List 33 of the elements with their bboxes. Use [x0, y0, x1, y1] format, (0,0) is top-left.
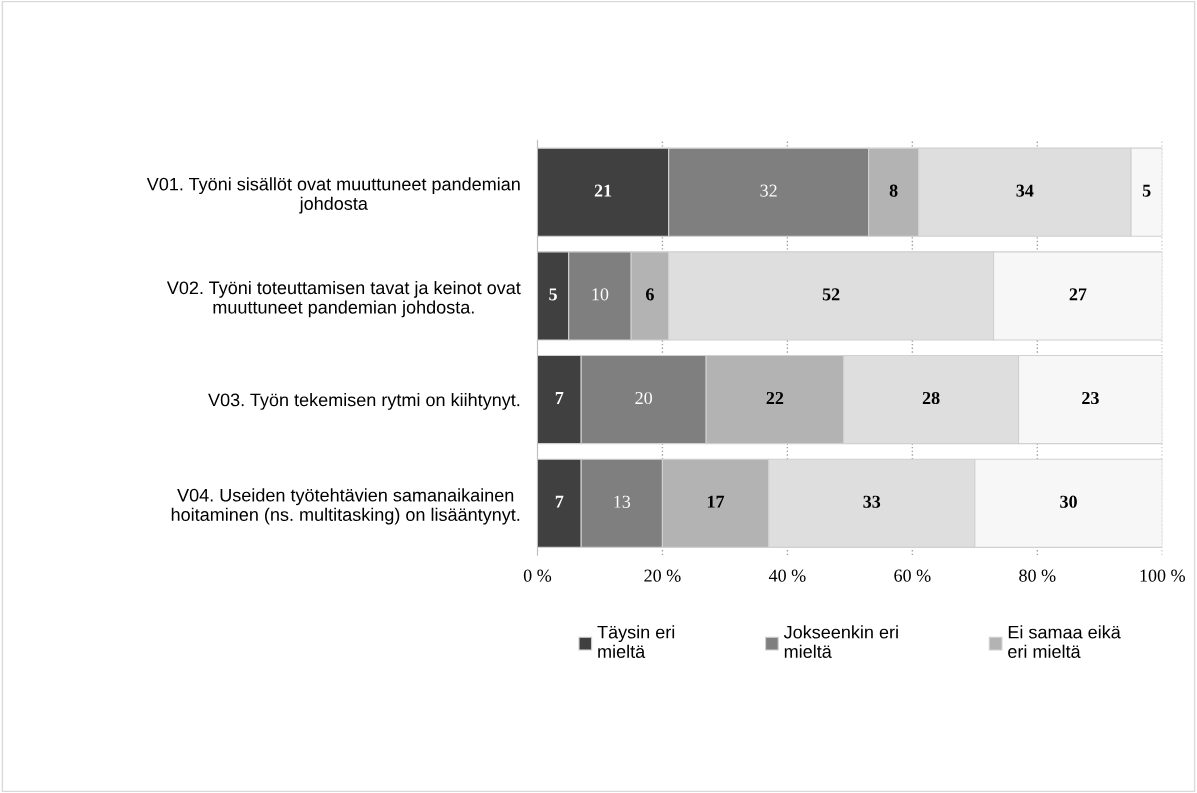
data-label: 34 [1016, 184, 1034, 197]
data-label: 32 [760, 184, 777, 197]
data-label: 27 [1069, 288, 1087, 301]
y-tick-label: V04. Useiden työtehtävien samanaikainen hoitaminen (ns. multitasking) on lisääntynyt. [171, 488, 520, 525]
data-label: 5 [549, 288, 557, 301]
y-tick-label: V01. Työni sisällöt ovat muuttuneet pandemian johdosta [146, 177, 520, 214]
data-label: 17 [707, 495, 725, 508]
y-tick-label: V02. Työni toteuttamisen tavat ja keinot ovat muuttuneet pandemian johdosta. [166, 280, 521, 318]
data-label: 5 [1142, 184, 1151, 197]
data-label: 13 [614, 495, 631, 508]
x-tick-label: 80 % [1019, 569, 1056, 582]
data-label: 23 [1082, 391, 1099, 405]
x-tick-label: 40 % [768, 569, 806, 582]
data-label: 6 [646, 288, 654, 301]
data-label: 33 [863, 495, 881, 508]
data-label: 8 [889, 184, 898, 197]
x-tick-label: 60 % [894, 569, 931, 582]
data-label: 21 [594, 184, 612, 197]
x-tick-label: 20 % [644, 569, 681, 582]
data-label: 30 [1060, 495, 1077, 508]
legend-label: Ei samaa eikä eri mieltä [1008, 625, 1121, 658]
data-label: 7 [555, 392, 564, 404]
y-tick-label: V03. Työn tekemisen rytmi on kiihtynyt. [208, 393, 520, 410]
data-label: 28 [922, 391, 940, 405]
data-label: 7 [555, 495, 564, 508]
x-tick-label: 100 % [1140, 569, 1185, 582]
data-label: 22 [766, 391, 784, 404]
legend-label: Jokseenkin eri mieltä [783, 625, 898, 658]
x-tick-label: 0 % [523, 569, 552, 582]
data-label: 52 [822, 288, 840, 301]
data-label: 20 [635, 391, 653, 405]
data-label: 10 [592, 288, 609, 301]
legend-label: Täysin eri mieltä [597, 625, 675, 658]
